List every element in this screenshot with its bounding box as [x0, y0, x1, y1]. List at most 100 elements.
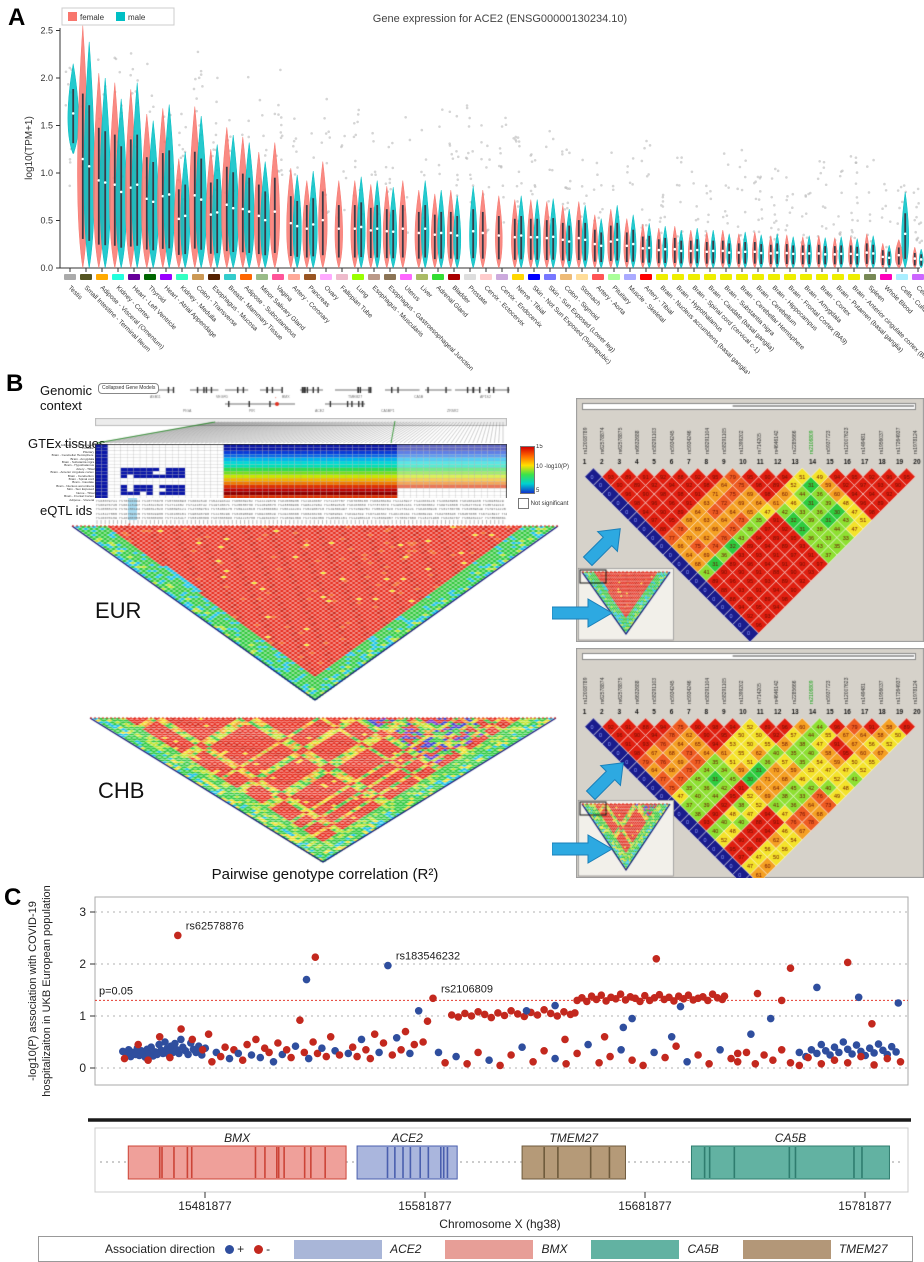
scatter-point	[670, 997, 678, 1005]
outlier-dot	[868, 213, 872, 216]
outlier-dot	[854, 161, 858, 164]
outlier-dot	[760, 217, 764, 220]
outlier-dot	[678, 184, 681, 187]
outlier-dot	[465, 106, 469, 110]
scatter-point	[843, 1059, 852, 1067]
scatter-point	[705, 1060, 713, 1068]
tissue-color-chip	[320, 274, 332, 280]
violin-median	[471, 229, 475, 233]
scatter-point	[401, 1027, 410, 1036]
legend-gene-swatch	[742, 1239, 831, 1259]
scatter-point	[353, 1052, 361, 1061]
scatter-point	[184, 1050, 192, 1059]
outlier-dot	[659, 216, 662, 220]
violin-box	[305, 205, 308, 258]
tissue-color-chip	[400, 274, 412, 280]
outlier-dot	[568, 151, 571, 155]
violin-box	[385, 209, 388, 259]
outlier-dot	[648, 144, 652, 147]
outlier-dot	[64, 70, 68, 74]
outlier-dot	[216, 76, 219, 80]
outlier-dot	[645, 139, 648, 143]
scatter-point	[419, 1038, 427, 1046]
scatter-point	[553, 1012, 562, 1020]
outlier-dot	[450, 152, 454, 156]
scatter-point	[175, 1049, 183, 1058]
violin-median	[439, 231, 443, 235]
violin-median	[609, 240, 613, 243]
violin-median	[615, 238, 619, 242]
outlier-dot	[136, 79, 139, 82]
outlier-dot	[514, 135, 518, 139]
y-tick-label: 2.0	[40, 73, 53, 83]
outlier-dot	[215, 100, 218, 104]
outlier-dot	[885, 245, 888, 249]
outlier-dot	[178, 143, 181, 147]
scatter-point	[655, 990, 664, 999]
scatter-point	[733, 1049, 742, 1058]
eur-ld-zoom-panel	[576, 398, 924, 642]
violin-box	[904, 213, 907, 259]
outlier-dot	[851, 230, 854, 234]
violin-box	[113, 134, 116, 246]
violin-median	[455, 234, 459, 237]
outlier-dot	[645, 174, 649, 178]
outlier-dot	[273, 112, 277, 116]
tissue-color-chip	[768, 274, 780, 280]
violin-median	[679, 249, 683, 253]
outlier-dot	[408, 138, 412, 142]
violin-box	[632, 229, 635, 262]
outlier-dot	[643, 146, 646, 150]
outlier-dot	[352, 135, 356, 139]
outlier-dot	[568, 179, 572, 183]
outlier-dot	[548, 168, 552, 172]
scatter-point	[247, 1051, 256, 1059]
plus-sign: +	[237, 1242, 245, 1256]
heatmap-row-label: Brain - Frontal Cortex	[64, 494, 94, 499]
gtex-eqtl-heatmap	[95, 444, 507, 502]
outlier-dot	[471, 184, 475, 187]
gene-name: TMEM27	[549, 1131, 599, 1145]
scatter-point	[892, 1048, 900, 1056]
outlier-dot	[773, 237, 776, 241]
outlier-dot	[916, 187, 920, 191]
violin-box	[440, 211, 443, 259]
scatter-point	[813, 983, 821, 992]
outlier-dot	[725, 214, 729, 217]
outlier-dot	[736, 225, 740, 228]
violin-median	[247, 210, 251, 213]
outlier-dot	[374, 173, 377, 177]
scatter-point	[813, 1049, 821, 1058]
outlier-dot	[647, 173, 650, 176]
scatter-point	[208, 1058, 216, 1066]
scatter-point	[573, 1049, 581, 1058]
eur-label: EUR	[95, 598, 142, 623]
outlier-dot	[195, 97, 198, 100]
scatter-point	[616, 990, 625, 998]
violin-box	[376, 205, 379, 258]
scatter-point	[335, 1051, 344, 1059]
outlier-dot	[354, 133, 358, 137]
scatter-point	[619, 1023, 628, 1032]
outlier-dot	[644, 223, 648, 227]
outlier-dot	[246, 75, 250, 79]
violin-box	[424, 205, 427, 258]
x-tick-label: 15681877	[618, 1199, 672, 1213]
outlier-dot	[896, 222, 900, 225]
tissue-color-chip	[816, 274, 828, 280]
legend-gene-label: CA5B	[687, 1242, 719, 1256]
outlier-dot	[585, 194, 588, 198]
scatter-point	[843, 958, 852, 967]
tissue-color-chip	[352, 274, 364, 280]
arrow-eur-inset	[582, 528, 621, 567]
outlier-dot	[480, 157, 483, 161]
violin-box	[456, 216, 459, 260]
tissue-color-chip	[672, 274, 684, 280]
outlier-dot	[480, 124, 483, 127]
scatter-point	[375, 1048, 383, 1057]
outlier-dot	[583, 202, 586, 205]
scatter-point	[727, 1054, 735, 1063]
heatmap-row-label: Skin - Sun Exposed	[66, 487, 94, 492]
violin-median	[225, 203, 229, 207]
violin-box	[529, 218, 532, 260]
